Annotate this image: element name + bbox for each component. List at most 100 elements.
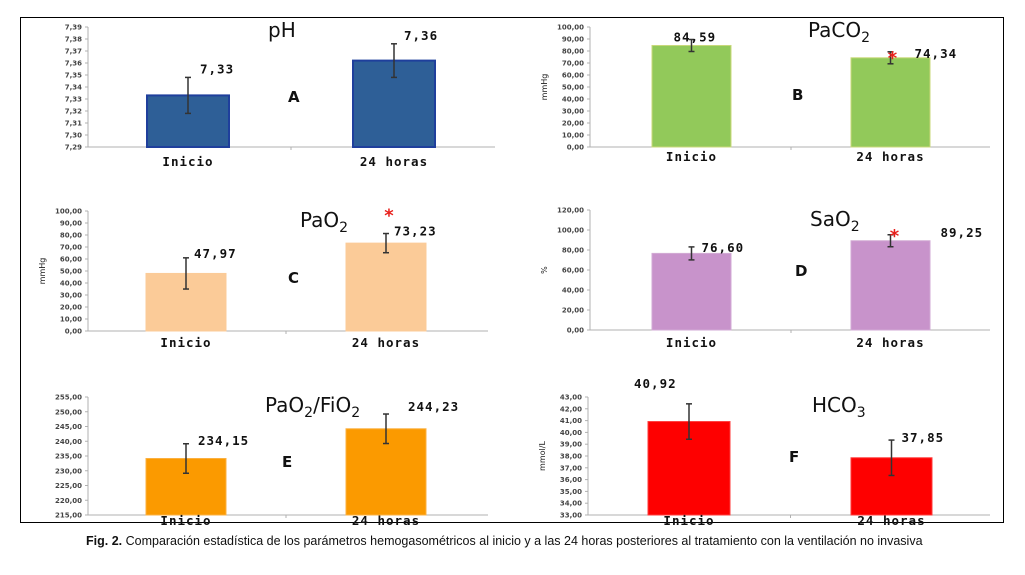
panel-c-y-axis-label: mmHg — [38, 258, 47, 285]
panel-e-category-label: 24 horas — [352, 513, 420, 528]
panel-e-title: PaO2/FiO2 — [265, 393, 360, 421]
panel-c-y-tick-label: 90,00 — [60, 220, 82, 228]
panel-b-value-label: 74,34 — [915, 46, 958, 61]
panel-c-value-label: 47,97 — [194, 246, 237, 261]
caption-label: Fig. 2. — [86, 534, 123, 548]
panel-c-letter: C — [288, 269, 299, 287]
panel-f-value-label: 37,85 — [902, 430, 945, 445]
panel-f-y-tick-label: 41,00 — [560, 417, 582, 425]
panel-d-y-axis-label: % — [540, 266, 549, 274]
panel-a-category-label: Inicio — [162, 154, 213, 169]
panel-a-value-label: 7,33 — [200, 61, 234, 76]
panel-b-y-tick-label: 0,00 — [567, 144, 584, 152]
panel-c-y-tick-label: 50,00 — [60, 268, 82, 276]
panel-a-y-tick-label: 7,38 — [65, 36, 82, 44]
caption-text: Comparación estadística de los parámetro… — [122, 534, 923, 548]
panel-b-y-tick-label: 100,00 — [557, 24, 584, 32]
panel-d-bar-24h — [850, 240, 931, 331]
panel-e-y-tick-label: 220,00 — [55, 497, 82, 505]
panel-f-y-tick-label: 36,00 — [560, 476, 582, 484]
panel-c-y-tick-label: 100,00 — [55, 208, 82, 216]
panel-d-y-tick-label: 20,00 — [562, 307, 584, 315]
panel-e-value-label: 244,23 — [408, 399, 459, 414]
panel-f-y-tick-label: 42,00 — [560, 405, 582, 413]
panel-f-y-tick-label: 37,00 — [560, 464, 582, 472]
panel-a-y-tick-label: 7,36 — [65, 60, 82, 68]
panel-c-y-tick-label: 10,00 — [60, 316, 82, 324]
panel-d-title: SaO2 — [810, 207, 860, 235]
panel-c-y-tick-label: 0,00 — [65, 328, 82, 336]
panel-b-y-tick-label: 70,00 — [562, 60, 584, 68]
panel-b-y-tick-label: 20,00 — [562, 120, 584, 128]
panel-c-bar-24h — [345, 242, 427, 332]
panel-a-y-tick-label: 7,37 — [65, 48, 82, 56]
panel-e-y-tick-label: 240,00 — [55, 438, 82, 446]
panel-a-value-label: 7,36 — [404, 28, 438, 43]
panel-f-category-label: Inicio — [663, 513, 714, 528]
panel-b-title: PaCO2 — [808, 18, 870, 46]
panel-a-y-tick-label: 7,34 — [65, 84, 82, 92]
panel-a-y-tick-label: 7,31 — [65, 120, 82, 128]
panel-c-y-tick-label: 20,00 — [60, 304, 82, 312]
panel-d-y-tick-label: 100,00 — [557, 227, 584, 235]
panel-d-significance-marker: * — [890, 226, 900, 247]
panel-c-category-label: Inicio — [160, 335, 211, 350]
panel-d-y-tick-label: 60,00 — [562, 267, 584, 275]
panel-c-y-tick-label: 70,00 — [60, 244, 82, 252]
panel-e-letter: E — [282, 453, 292, 471]
panel-a-title: pH — [268, 18, 296, 42]
panel-f-y-tick-label: 39,00 — [560, 441, 582, 449]
panel-b-category-label: 24 horas — [856, 149, 924, 164]
panel-f-y-tick-label: 40,00 — [560, 429, 582, 437]
panel-e-y-tick-label: 230,00 — [55, 467, 82, 475]
panel-e-y-tick-label: 215,00 — [55, 512, 82, 520]
figure-caption: Fig. 2. Comparación estadística de los p… — [86, 533, 986, 549]
panel-b-y-tick-label: 90,00 — [562, 36, 584, 44]
panel-c-category-label: 24 horas — [352, 335, 420, 350]
panel-a-y-tick-label: 7,39 — [65, 24, 82, 32]
panel-c-y-tick-label: 40,00 — [60, 280, 82, 288]
panel-f-value-label: 40,92 — [634, 376, 677, 391]
panel-d-y-tick-label: 0,00 — [567, 327, 584, 335]
panel-f-title: HCO3 — [812, 393, 866, 421]
panel-e-category-label: Inicio — [160, 513, 211, 528]
panel-e-y-tick-label: 225,00 — [55, 482, 82, 490]
panel-b-significance-marker: * — [888, 48, 898, 69]
panel-c-value-label: 73,23 — [394, 224, 437, 239]
panel-b-bar-inicio — [651, 44, 732, 148]
panel-b-bar-24h — [850, 57, 931, 148]
panel-c-y-tick-label: 60,00 — [60, 256, 82, 264]
panel-e-y-tick-label: 255,00 — [55, 394, 82, 402]
panel-c-y-tick-label: 80,00 — [60, 232, 82, 240]
panel-d-y-tick-label: 120,00 — [557, 207, 584, 215]
panel-e-y-tick-label: 245,00 — [55, 423, 82, 431]
panel-b-letter: B — [792, 86, 803, 104]
panel-a-y-tick-label: 7,33 — [65, 96, 82, 104]
panel-d-letter: D — [795, 262, 807, 280]
panel-f-y-tick-label: 35,00 — [560, 488, 582, 496]
panel-f-y-axis-label: mmol/L — [538, 441, 547, 471]
panel-d-y-tick-label: 80,00 — [562, 247, 584, 255]
panel-f-letter: F — [789, 448, 799, 466]
panel-d-value-label: 89,25 — [941, 225, 984, 240]
panel-b-y-tick-label: 10,00 — [562, 132, 584, 140]
panel-c-title: PaO2 — [300, 208, 348, 236]
panel-c-y-tick-label: 30,00 — [60, 292, 82, 300]
panel-d-y-tick-label: 40,00 — [562, 287, 584, 295]
panel-d-value-label: 76,60 — [702, 240, 745, 255]
panel-e-y-tick-label: 235,00 — [55, 453, 82, 461]
panel-f-category-label: 24 horas — [857, 513, 925, 528]
panel-b-y-tick-label: 80,00 — [562, 48, 584, 56]
panel-b-y-tick-label: 50,00 — [562, 84, 584, 92]
panel-b-y-tick-label: 30,00 — [562, 108, 584, 116]
panel-e-value-label: 234,15 — [198, 433, 249, 448]
panel-b-category-label: Inicio — [666, 149, 717, 164]
panel-b-y-axis-label: mmHg — [540, 74, 549, 101]
panel-f-y-tick-label: 33,00 — [560, 512, 582, 520]
panel-a-y-tick-label: 7,32 — [65, 108, 82, 116]
panel-a-y-tick-label: 7,35 — [65, 72, 82, 80]
panel-c-significance-marker: * — [384, 206, 394, 227]
panel-d-category-label: 24 horas — [856, 335, 924, 350]
panel-b-value-label: 84,59 — [674, 29, 717, 44]
